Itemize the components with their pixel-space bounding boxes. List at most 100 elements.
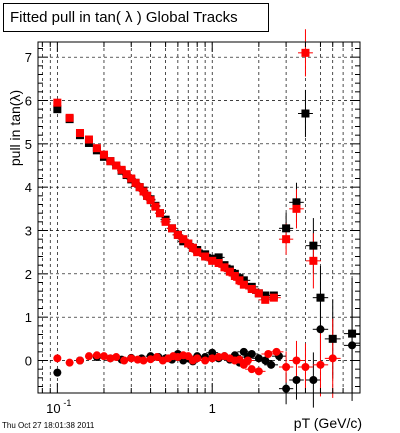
circle-marker: [99, 352, 108, 361]
square-marker: [348, 329, 357, 338]
square-marker: [193, 248, 202, 257]
square-marker: [220, 263, 229, 272]
circle-marker: [309, 376, 318, 384]
square-marker: [269, 293, 278, 302]
circle-marker: [267, 360, 276, 369]
square-marker: [230, 272, 239, 280]
circle-marker: [282, 363, 291, 371]
y-tick-label: 0: [25, 354, 32, 369]
square-marker: [139, 187, 148, 196]
circle-marker: [328, 354, 337, 363]
square-marker: [53, 105, 62, 114]
square-marker: [214, 253, 223, 262]
plot-frame: [37, 41, 361, 394]
square-marker: [84, 135, 93, 144]
circle-marker: [264, 350, 273, 358]
square-marker: [155, 209, 164, 218]
error-bars: [54, 29, 361, 408]
circle-marker: [208, 348, 217, 357]
square-marker: [146, 196, 155, 205]
circle-marker: [139, 356, 148, 365]
circle-marker: [152, 353, 161, 362]
square-marker: [309, 256, 318, 265]
circle-marker: [214, 353, 223, 362]
square-marker: [239, 280, 248, 289]
square-marker: [184, 239, 193, 248]
square-marker: [261, 291, 270, 300]
square-marker: [301, 109, 310, 118]
circle-marker: [146, 355, 155, 364]
square-marker: [179, 235, 188, 244]
square-marker: [208, 256, 217, 265]
square-marker: [328, 334, 337, 343]
square-marker: [127, 174, 136, 183]
circle-marker: [193, 354, 202, 363]
square-marker: [112, 161, 121, 170]
circle-marker: [348, 341, 357, 350]
circle-marker: [84, 352, 93, 361]
circle-marker: [133, 355, 142, 364]
circle-marker: [120, 356, 129, 365]
circle-marker: [247, 365, 256, 374]
square-marker: [292, 204, 301, 213]
square-marker: [188, 243, 197, 252]
axes: 0 1 2 3 4 5 6 7 10 -1 1: [25, 42, 361, 416]
square-marker: [117, 165, 126, 174]
square-marker: [282, 224, 291, 233]
circle-marker: [92, 351, 101, 360]
square-marker: [135, 183, 144, 192]
circle-marker: [261, 356, 270, 365]
square-marker: [225, 267, 234, 276]
square-marker: [282, 235, 291, 244]
circle-marker: [247, 350, 256, 358]
circle-marker: [75, 356, 84, 365]
y-tick-label: 5: [25, 137, 32, 152]
square-marker: [168, 224, 177, 233]
square-marker: [53, 98, 62, 107]
square-marker: [261, 295, 270, 304]
square-marker: [75, 129, 84, 137]
y-tick-label: 3: [25, 224, 32, 239]
square-marker: [201, 252, 210, 261]
square-marker: [247, 285, 256, 293]
square-marker: [99, 150, 108, 159]
square-marker: [122, 170, 131, 179]
circle-marker: [316, 360, 325, 369]
circle-marker: [243, 356, 252, 365]
y-tick-label: 4: [25, 180, 32, 195]
square-marker: [106, 157, 115, 166]
circle-marker: [208, 354, 217, 363]
x-axis-label: pT (GeV/c): [294, 415, 362, 431]
square-marker: [235, 276, 244, 285]
square-marker: [173, 230, 182, 239]
circle-marker: [112, 353, 121, 362]
square-marker: [214, 259, 223, 267]
timestamp: Thu Oct 27 18:01:38 2011: [2, 421, 95, 430]
x-tick-label: 1: [209, 401, 216, 416]
square-marker: [151, 202, 160, 211]
y-tick-label: 6: [25, 94, 32, 109]
circle-marker: [53, 368, 62, 377]
square-marker: [292, 198, 301, 207]
square-marker: [143, 191, 152, 200]
circle-marker: [127, 354, 136, 363]
square-marker: [65, 113, 74, 122]
circle-marker: [65, 358, 74, 367]
circle-marker: [292, 356, 301, 365]
circle-marker: [301, 363, 310, 371]
circle-marker: [53, 354, 62, 363]
chart-title: Fitted pull in tan( λ ) Global Tracks: [3, 3, 269, 32]
y-tick-label: 1: [25, 310, 32, 325]
circle-marker: [254, 354, 263, 363]
square-marker: [301, 48, 310, 57]
x-tick-label-exponent: -1: [63, 398, 71, 408]
square-marker: [92, 144, 101, 153]
square-marker: [161, 217, 170, 226]
circle-marker: [316, 325, 325, 334]
circle-marker: [254, 367, 263, 376]
y-axis-label: pull in tan(λ): [7, 90, 23, 166]
y-tick-label: 7: [25, 50, 32, 65]
square-marker: [131, 178, 140, 187]
circle-marker: [201, 356, 210, 365]
